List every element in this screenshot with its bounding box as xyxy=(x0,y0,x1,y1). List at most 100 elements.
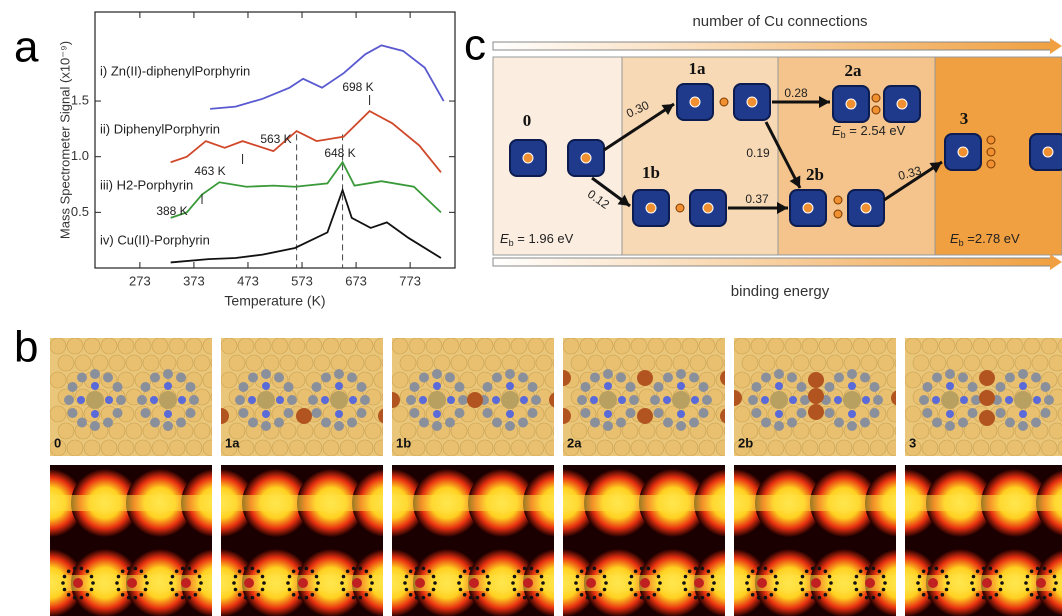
au-atom xyxy=(819,338,835,354)
au-atom xyxy=(289,440,305,456)
overlay-atom xyxy=(586,567,590,571)
overlay-atom xyxy=(405,575,409,579)
stm-image xyxy=(187,465,420,616)
au-atom xyxy=(323,440,339,456)
n-atom xyxy=(1005,396,1013,404)
overlay-atom xyxy=(315,575,319,579)
stm-image xyxy=(529,465,762,616)
overlay-atom xyxy=(970,581,974,585)
overlay-atom xyxy=(1043,596,1047,600)
au-atom xyxy=(331,355,347,371)
overlay-atom xyxy=(63,588,67,592)
overlay-atom xyxy=(711,575,715,579)
c-atom xyxy=(958,372,968,382)
c-atom xyxy=(458,395,468,405)
cu-atom xyxy=(637,370,653,386)
overlay-atom xyxy=(261,588,265,592)
au-atom xyxy=(742,355,758,371)
overlay-atom xyxy=(818,567,822,571)
c-atom xyxy=(113,382,123,392)
n-atom xyxy=(663,396,671,404)
au-atom xyxy=(836,338,852,354)
n-atom xyxy=(433,410,441,418)
n-atom xyxy=(447,396,455,404)
series-label: iii) H2-Porphyrin xyxy=(100,177,193,192)
overlay-atom xyxy=(707,569,711,573)
n-atom xyxy=(77,396,85,404)
au-atom xyxy=(922,338,938,354)
c-atom xyxy=(531,395,541,405)
au-atom xyxy=(1049,423,1062,439)
overlay-atom xyxy=(829,581,833,585)
metal-atom xyxy=(501,391,519,409)
overlay-atom xyxy=(603,575,607,579)
au-atom xyxy=(392,406,408,422)
au-atom xyxy=(887,372,903,388)
c-atom xyxy=(311,408,321,418)
au-atom xyxy=(221,372,237,388)
overlay-atom xyxy=(593,567,597,571)
arrow-head xyxy=(1050,38,1062,54)
eb-part: E xyxy=(950,231,959,246)
au-atom xyxy=(1049,355,1062,371)
cu-adatom xyxy=(987,136,995,144)
c-atom xyxy=(163,369,173,379)
overlay-atom xyxy=(315,588,319,592)
c-atom xyxy=(1018,369,1028,379)
n-atom xyxy=(761,396,769,404)
overlay-atom xyxy=(634,569,638,573)
cu-center xyxy=(897,99,907,109)
au-atom xyxy=(690,355,706,371)
c-atom xyxy=(357,382,367,392)
bottom-label: binding energy xyxy=(731,283,830,300)
c-atom xyxy=(67,408,77,418)
au-atom xyxy=(827,355,843,371)
c-atom xyxy=(1018,421,1028,431)
overlay-atom xyxy=(251,596,255,600)
overlay-atom xyxy=(292,593,296,597)
au-atom xyxy=(186,440,202,456)
node-label: 2b xyxy=(806,165,824,184)
au-atom xyxy=(699,440,715,456)
stm-image xyxy=(358,465,591,616)
c-atom xyxy=(676,369,686,379)
overlay-atom xyxy=(359,596,363,600)
overlay-center xyxy=(181,578,191,588)
overlay-atom xyxy=(630,588,634,592)
c-atom xyxy=(116,395,126,405)
overlay-atom xyxy=(818,596,822,600)
overlay-atom xyxy=(805,593,809,597)
metal-atom xyxy=(257,391,275,409)
overlay-atom xyxy=(945,588,949,592)
au-atom xyxy=(511,440,527,456)
image-label: 1b xyxy=(396,435,411,450)
au-atom xyxy=(878,355,894,371)
overlay-atom xyxy=(365,569,369,573)
au-atom xyxy=(853,338,869,354)
au-atom xyxy=(511,338,527,354)
overlay-atom xyxy=(346,569,350,573)
overlay-atom xyxy=(1026,575,1030,579)
au-atom xyxy=(477,440,493,456)
overlay-atom xyxy=(432,575,436,579)
c-atom xyxy=(653,408,663,418)
cu-atom xyxy=(720,408,736,424)
overlay-atom xyxy=(811,596,815,600)
c-atom xyxy=(176,372,186,382)
overlay-atom xyxy=(580,593,584,597)
c-atom xyxy=(311,382,321,392)
au-atom xyxy=(759,355,775,371)
overlay-atom xyxy=(647,567,651,571)
c-atom xyxy=(357,408,367,418)
overlay-atom xyxy=(171,588,175,592)
au-atom xyxy=(409,440,425,456)
overlay-atom xyxy=(181,567,185,571)
c-atom xyxy=(445,418,455,428)
overlay-atom xyxy=(463,569,467,573)
overlay-atom xyxy=(853,581,857,585)
overlay-atom xyxy=(811,567,815,571)
au-atom xyxy=(238,338,254,354)
au-atom xyxy=(861,355,877,371)
au-atom xyxy=(126,423,142,439)
au-atom xyxy=(956,338,972,354)
